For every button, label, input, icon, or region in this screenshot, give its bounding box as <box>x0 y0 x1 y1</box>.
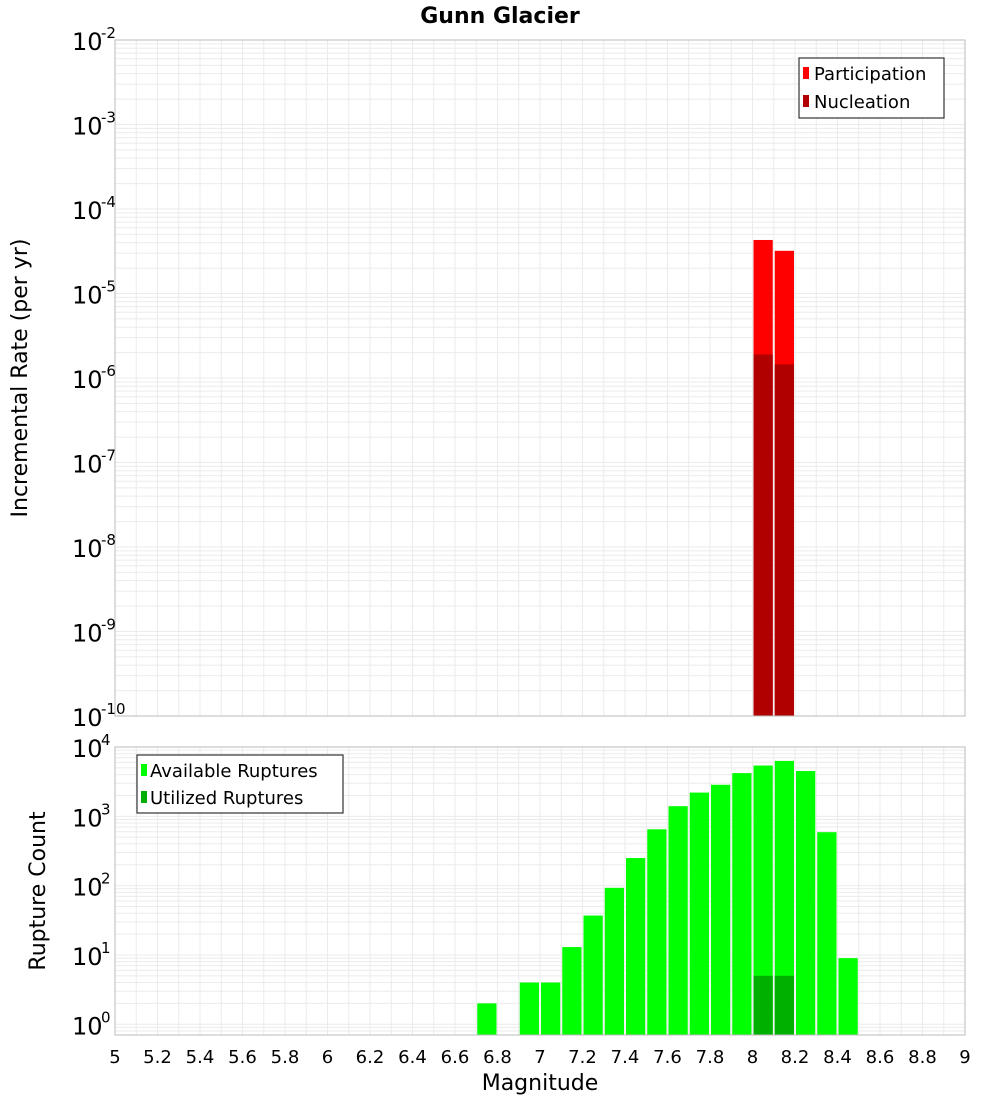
bottom-bars <box>477 760 858 1035</box>
legend-label-available: Available Ruptures <box>150 761 318 782</box>
legend-label-utilized: Utilized Ruptures <box>150 788 303 809</box>
bottom-y-tick-label: 10 <box>72 1012 103 1040</box>
top-gridlines <box>114 39 966 717</box>
x-tick-label: 8.6 <box>866 1047 895 1068</box>
x-tick-label: 5.8 <box>271 1047 300 1068</box>
available-ruptures-bar <box>668 806 688 1035</box>
available-ruptures-bar <box>562 947 582 1035</box>
bottom-y-tick-label: 10 <box>72 804 103 832</box>
x-tick-label: 8.4 <box>823 1047 852 1068</box>
bottom-y-axis-label: Rupture Count <box>26 811 51 971</box>
bottom-y-tick-label: 10 <box>72 874 103 902</box>
top-y-tick-label-exponent: -9 <box>101 616 116 634</box>
x-tick-label: 6 <box>322 1047 333 1068</box>
top-plot-frame <box>114 39 966 717</box>
available-ruptures-bar <box>541 982 561 1035</box>
top-y-tick-label: 10 <box>72 535 103 563</box>
top-y-tick-label-exponent: -7 <box>101 447 116 465</box>
bottom-y-tick-label-exponent: 2 <box>101 870 111 888</box>
top-y-tick-label: 10 <box>72 28 103 56</box>
top-y-tick-label-exponent: -3 <box>101 109 116 127</box>
top-y-tick-label: 10 <box>72 113 103 141</box>
top-y-tick-label-exponent: -6 <box>101 362 116 380</box>
bottom-y-tick-label-exponent: 1 <box>101 939 111 957</box>
x-tick-label: 8.8 <box>908 1047 937 1068</box>
nucleation-bar <box>753 354 773 716</box>
top-y-tick-label-exponent: -2 <box>101 24 116 42</box>
x-axis-label: Magnitude <box>482 1071 599 1096</box>
x-tick-label: 7 <box>534 1047 545 1068</box>
x-tick-label: 8 <box>747 1047 758 1068</box>
top-y-tick-label-exponent: -4 <box>101 193 116 211</box>
x-tick-label: 6.2 <box>356 1047 385 1068</box>
incremental-rate-panel: 10-210-310-410-510-610-710-810-910-10 In… <box>8 24 966 732</box>
x-tick-label: 7.4 <box>611 1047 640 1068</box>
legend-swatch-participation <box>803 67 809 79</box>
top-y-tick-label-exponent: -8 <box>101 531 116 549</box>
available-ruptures-bar <box>796 771 816 1035</box>
bottom-plot-frame <box>114 746 966 1036</box>
x-tick-label: 7.8 <box>696 1047 725 1068</box>
top-y-axis-label: Incremental Rate (per yr) <box>8 239 33 518</box>
legend-swatch-nucleation <box>803 95 809 107</box>
available-ruptures-bar <box>604 887 624 1035</box>
available-ruptures-bar <box>753 765 773 1035</box>
bottom-y-tick-label-exponent: 0 <box>101 1008 111 1026</box>
top-legend: Participation Nucleation <box>798 57 945 119</box>
legend-label-participation: Participation <box>814 64 926 85</box>
x-tick-label: 5.2 <box>143 1047 172 1068</box>
top-legend-box <box>798 57 945 119</box>
bottom-y-tick-label-exponent: 4 <box>101 731 111 749</box>
x-tick-label: 6.4 <box>398 1047 427 1068</box>
nucleation-bar <box>774 364 794 716</box>
x-tick-label: 8.2 <box>781 1047 810 1068</box>
utilized-ruptures-bar <box>753 975 773 1035</box>
available-ruptures-bar <box>838 958 858 1035</box>
x-tick-label: 6.8 <box>483 1047 512 1068</box>
legend-swatch-available <box>141 764 147 776</box>
bottom-y-tick-label: 10 <box>72 943 103 971</box>
available-ruptures-bar <box>647 829 667 1035</box>
top-y-tick-label: 10 <box>72 620 103 648</box>
top-y-tick-label: 10 <box>72 704 103 732</box>
legend-swatch-utilized <box>141 791 147 803</box>
top-y-tick-label: 10 <box>72 451 103 479</box>
top-y-tick-labels: 10-210-310-410-510-610-710-810-910-10 <box>72 24 126 732</box>
top-y-tick-label-exponent: -10 <box>101 700 126 718</box>
x-tick-label: 9 <box>959 1047 970 1068</box>
available-ruptures-bar <box>519 982 539 1035</box>
available-ruptures-bar <box>774 760 794 1035</box>
top-y-tick-label-exponent: -5 <box>101 278 116 296</box>
available-ruptures-bar <box>626 858 646 1035</box>
available-ruptures-bar <box>583 915 603 1035</box>
top-y-tick-label: 10 <box>72 366 103 394</box>
x-tick-label: 5.4 <box>186 1047 215 1068</box>
top-bars <box>753 239 794 716</box>
available-ruptures-bar <box>689 792 709 1035</box>
legend-label-nucleation: Nucleation <box>814 92 910 113</box>
chart-title: Gunn Glacier <box>420 4 580 29</box>
top-y-tick-label: 10 <box>72 282 103 310</box>
available-ruptures-bar <box>711 784 731 1035</box>
available-ruptures-bar <box>817 832 837 1035</box>
x-tick-label: 6.6 <box>441 1047 470 1068</box>
bottom-y-tick-label-exponent: 3 <box>101 800 111 818</box>
bottom-y-tick-label: 10 <box>72 735 103 763</box>
utilized-ruptures-bar <box>774 975 794 1035</box>
x-tick-label: 5.6 <box>228 1047 257 1068</box>
x-tick-label: 5 <box>109 1047 120 1068</box>
x-tick-label: 7.6 <box>653 1047 682 1068</box>
x-tick-label: 7.2 <box>568 1047 597 1068</box>
top-y-tick-label: 10 <box>72 197 103 225</box>
available-ruptures-bar <box>732 773 752 1035</box>
x-tick-labels: 5 5.2 5.4 5.6 5.8 6 6.2 6.4 6.6 6.8 7 7.2 7.4 7.6 7.8 8… <box>109 1047 970 1068</box>
available-ruptures-bar <box>477 1003 497 1035</box>
bottom-legend: Available Ruptures Utilized Ruptures <box>136 754 344 814</box>
bottom-legend-box <box>136 754 344 814</box>
